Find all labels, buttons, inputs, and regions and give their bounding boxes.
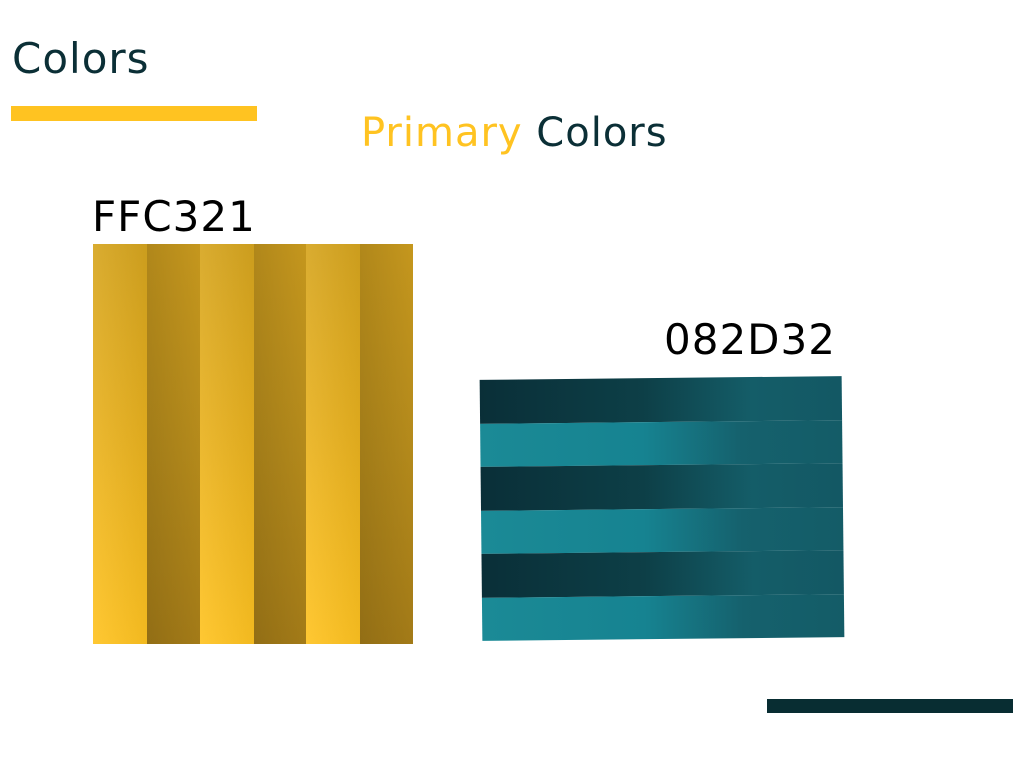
title-underline bbox=[11, 106, 257, 121]
section-heading-accent: Primary bbox=[361, 110, 523, 156]
section-heading-rest: Colors bbox=[536, 110, 668, 156]
yellow-swatch-label: FFC321 bbox=[92, 192, 256, 241]
page-title: Colors bbox=[12, 34, 150, 83]
teal-swatch-label: 082D32 bbox=[664, 315, 836, 364]
yellow-color-swatch bbox=[93, 244, 413, 644]
teal-color-swatch bbox=[479, 376, 845, 642]
section-heading: Primary Colors bbox=[361, 113, 668, 153]
bottom-accent-bar bbox=[767, 699, 1013, 713]
